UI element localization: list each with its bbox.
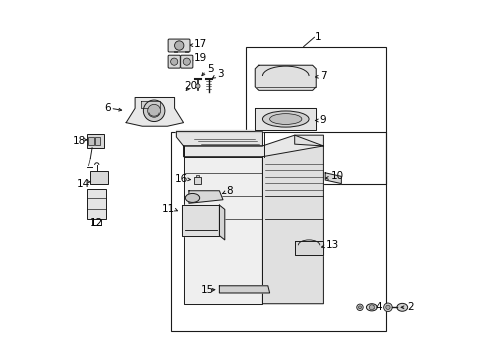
Polygon shape [126, 98, 183, 126]
Text: 19: 19 [194, 53, 207, 63]
Polygon shape [255, 108, 316, 130]
FancyBboxPatch shape [180, 55, 192, 68]
Ellipse shape [396, 303, 407, 311]
Text: 14: 14 [77, 179, 90, 189]
Text: 1: 1 [314, 32, 321, 41]
Text: 9: 9 [319, 115, 326, 125]
Text: 18: 18 [73, 136, 86, 145]
Circle shape [356, 304, 363, 311]
Text: 6: 6 [104, 103, 111, 113]
Polygon shape [262, 135, 323, 304]
Text: 4: 4 [375, 302, 382, 312]
Text: 5: 5 [206, 64, 213, 74]
Bar [171, 132, 386, 330]
Polygon shape [140, 101, 160, 108]
Circle shape [195, 84, 200, 88]
Circle shape [143, 100, 164, 122]
Ellipse shape [269, 114, 301, 125]
Bar [94, 137, 100, 145]
Circle shape [385, 305, 389, 310]
Circle shape [358, 306, 361, 309]
Bar [174, 50, 176, 52]
Polygon shape [219, 205, 224, 240]
Circle shape [183, 58, 190, 65]
Bar [195, 175, 199, 177]
Ellipse shape [185, 193, 199, 202]
Polygon shape [325, 173, 341, 184]
Text: 17: 17 [194, 40, 207, 49]
Circle shape [383, 303, 391, 312]
Text: 2: 2 [407, 302, 413, 312]
Polygon shape [183, 135, 323, 157]
Text: 10: 10 [330, 171, 343, 181]
Bar [90, 171, 107, 184]
Circle shape [368, 305, 373, 310]
Polygon shape [188, 191, 223, 203]
Polygon shape [176, 132, 262, 146]
Polygon shape [255, 65, 316, 90]
Text: 16: 16 [174, 174, 187, 184]
Circle shape [174, 41, 183, 50]
Text: 8: 8 [226, 186, 232, 197]
Bar [185, 50, 188, 52]
FancyBboxPatch shape [168, 39, 190, 52]
Bar [86, 189, 106, 220]
Polygon shape [294, 241, 323, 255]
Text: 13: 13 [325, 240, 339, 250]
Polygon shape [219, 286, 269, 293]
Circle shape [170, 58, 178, 65]
Text: 20: 20 [184, 81, 197, 91]
Ellipse shape [262, 111, 308, 127]
Polygon shape [183, 146, 262, 304]
Text: 12: 12 [89, 218, 102, 228]
Text: 3: 3 [217, 69, 223, 79]
Bar [246, 47, 386, 184]
Bar [194, 177, 201, 184]
Text: 11: 11 [161, 204, 174, 214]
Ellipse shape [366, 304, 376, 311]
Polygon shape [176, 130, 262, 132]
Polygon shape [182, 205, 219, 235]
Bar [86, 134, 104, 148]
Circle shape [147, 104, 160, 117]
Text: 15: 15 [201, 285, 214, 295]
Text: 7: 7 [319, 71, 326, 81]
FancyBboxPatch shape [168, 55, 180, 68]
Bar [88, 137, 93, 145]
